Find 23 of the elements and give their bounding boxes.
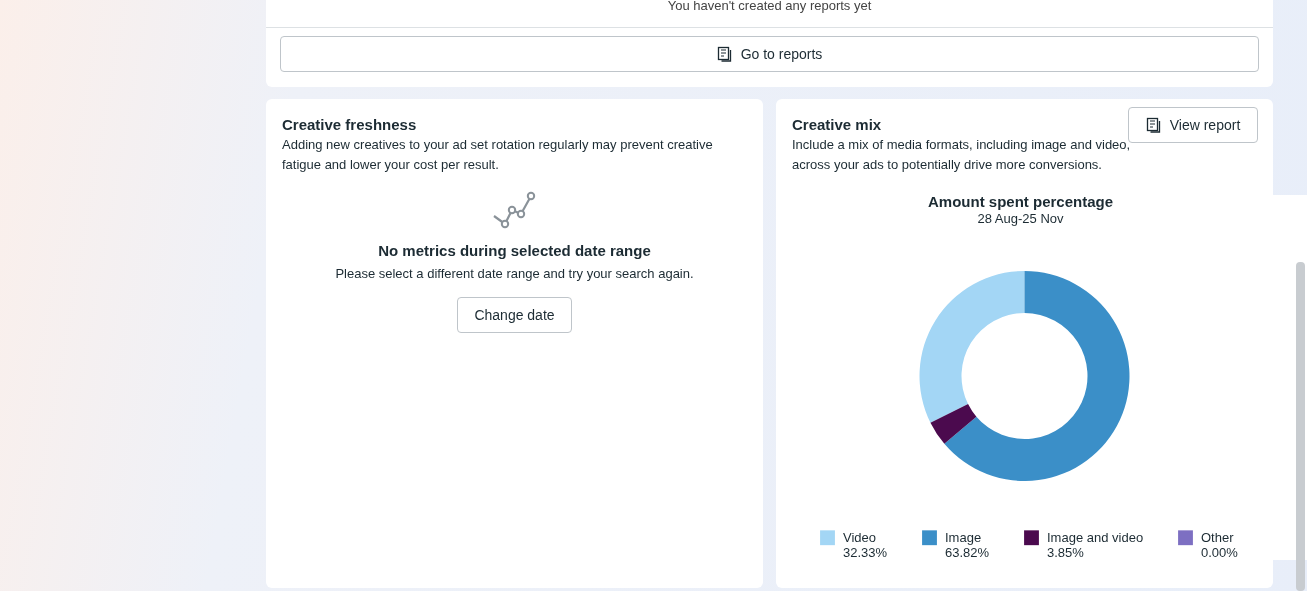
text: You haven't created any reports yet bbox=[666, 0, 873, 15]
text: Creative mix bbox=[792, 116, 882, 133]
text: Include a mix of media formats, including image and video, across your ads to potentially drive more conversions. bbox=[792, 136, 1132, 174]
text: Please select a different date range and try your search again. bbox=[334, 265, 695, 283]
text: 0.00% bbox=[1201, 544, 1238, 560]
donut-slice bbox=[919, 271, 1025, 423]
data-label: 32.33% bbox=[843, 544, 888, 560]
text: Creative freshness bbox=[282, 116, 417, 133]
legend-label: Image bbox=[945, 529, 982, 545]
data-label: 3.85% bbox=[1047, 544, 1085, 560]
text: View report bbox=[1169, 117, 1241, 133]
text: No metrics during selected date range bbox=[377, 242, 652, 259]
text: Go to reports bbox=[740, 46, 823, 62]
legend-label: Image and video bbox=[1047, 529, 1144, 545]
legend-label: Video bbox=[843, 529, 877, 545]
chart-subtitle: 28 Aug-25 Nov bbox=[977, 211, 1064, 226]
data-label: 63.82% bbox=[945, 544, 990, 560]
donut-slice bbox=[930, 404, 977, 444]
legend-label: Other bbox=[1201, 529, 1235, 545]
donut-slice bbox=[944, 271, 1130, 481]
text: Change date bbox=[474, 307, 555, 323]
text: Adding new creatives to your ad set rotation regularly may prevent creative fatigue and lower your cost per result. bbox=[282, 136, 714, 174]
chart-title: Amount spent percentage bbox=[927, 193, 1114, 210]
